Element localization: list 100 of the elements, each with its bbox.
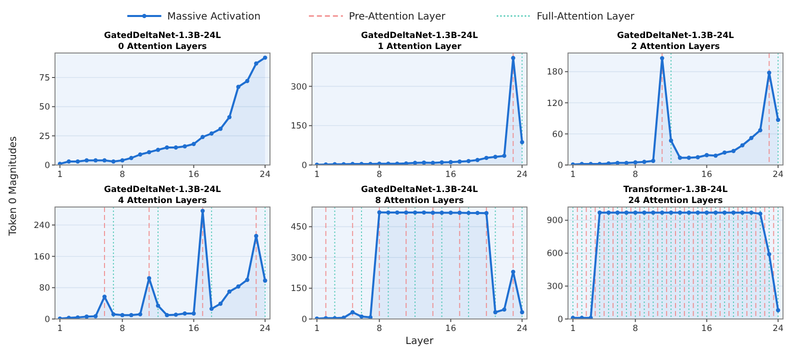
chart-subtitle: 1 Attention Layer [378,42,462,52]
x-tick-label: 24 [260,170,271,180]
point [120,158,124,162]
point [262,278,268,283]
point [430,160,435,165]
point [93,314,98,318]
point [254,234,258,238]
x-tick-label: 24 [772,324,784,334]
y-tick-label: 0 [302,314,307,325]
point [342,316,346,319]
point [412,210,418,215]
y-tick-label: 240 [34,220,50,231]
y-tick-label: 0 [558,160,563,171]
y-tick-label: 300 [290,253,307,264]
point [502,154,506,158]
point [696,210,700,215]
point [678,210,682,215]
chart-title: GatedDeltaNet-1.3B-24L [104,31,222,41]
point [182,311,187,316]
y-tick-label: 160 [34,252,50,262]
x-tick-label: 16 [445,170,456,180]
chart-subtitle: 0 Attention Layers [118,42,207,52]
point [704,210,709,215]
point [120,312,124,318]
point [182,144,187,148]
y-tick-label: 300 [546,282,563,292]
point [440,160,444,164]
point [598,210,602,215]
point [147,276,152,280]
point [722,150,727,155]
point [651,210,656,215]
point [475,158,480,162]
y-tick-label: 150 [290,284,307,294]
point [156,148,160,152]
point [218,302,223,306]
point [147,150,152,154]
point [520,140,524,144]
point [466,210,471,216]
point [404,210,408,215]
x-tick-label: 8 [120,170,126,180]
chart-title: Transformer-1.3B-24L [623,185,728,195]
point [440,210,444,215]
point [129,156,134,160]
y-tick-label: 80 [39,284,50,294]
x-tick-label: 16 [701,324,712,334]
point [200,134,205,140]
point [377,210,382,214]
point [511,270,516,274]
point [156,304,160,308]
point [606,161,611,165]
x-axis-title: Layer [406,336,434,347]
point [484,156,489,160]
y-tick-label: 150 [290,122,307,132]
point [76,315,80,319]
point [66,159,71,164]
x-tick-label: 1 [314,324,320,334]
y-tick-label: 75 [39,73,50,84]
point [660,210,664,215]
y-tick-label: 50 [39,102,50,113]
point [448,160,453,164]
y-tick-label: 25 [39,132,50,142]
point [776,118,780,122]
point [359,314,364,319]
x-tick-label: 16 [188,324,200,334]
x-tick-label: 1 [570,170,576,180]
chart-title: GatedDeltaNet-1.3B-24L [617,31,735,41]
point [668,210,674,215]
point [758,212,762,216]
point [749,136,754,140]
point [624,210,629,215]
point [749,210,754,215]
chart-subtitle: 8 Attention Layers [375,196,464,206]
point [740,210,745,215]
chart-subtitle: 4 Attention Layers [118,196,207,206]
legend-label: Pre-Attention Layer [348,12,446,22]
point [493,154,498,159]
point [660,56,664,60]
point [606,210,611,215]
chart-title: GatedDeltaNet-1.3B-24L [361,185,479,195]
point [466,158,471,164]
point [192,311,196,316]
point [484,211,489,216]
point [138,152,142,157]
y-tick-label: 0 [558,314,563,325]
point [254,61,258,66]
y-tick-label: 120 [546,98,563,109]
point [192,142,196,146]
legend-label: Full-Attention Layer [536,12,636,22]
point [758,128,762,132]
point [704,153,709,158]
x-tick-label: 1 [57,324,63,334]
y-tick-label: 600 [546,249,563,260]
x-tick-label: 16 [701,170,712,180]
y-tick-label: 180 [546,68,563,78]
x-tick-label: 8 [376,170,382,180]
point [76,159,80,164]
chart-subtitle: 2 Attention Layers [631,42,720,52]
point [245,78,250,84]
y-tick-label: 0 [44,160,50,171]
x-tick-label: 16 [188,170,200,180]
